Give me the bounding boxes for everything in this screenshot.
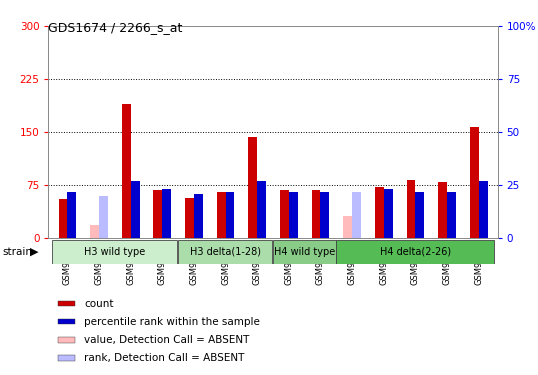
Bar: [438, 182, 447, 238]
Text: H3 wild type: H3 wild type: [84, 247, 145, 257]
Bar: [185, 198, 194, 238]
Bar: [153, 190, 162, 238]
Bar: [336, 240, 494, 264]
Bar: [321, 192, 329, 238]
Bar: [352, 192, 361, 238]
Bar: [479, 181, 487, 238]
Text: H4 wild type: H4 wild type: [274, 247, 335, 257]
Text: H3 delta(1-28): H3 delta(1-28): [190, 247, 261, 257]
Bar: [225, 192, 235, 238]
Bar: [375, 187, 384, 238]
Bar: [249, 137, 257, 238]
Bar: [257, 181, 266, 238]
Bar: [58, 319, 75, 324]
Bar: [58, 337, 75, 343]
Text: percentile rank within the sample: percentile rank within the sample: [84, 317, 260, 327]
Text: GDS1674 / 2266_s_at: GDS1674 / 2266_s_at: [48, 21, 183, 34]
Bar: [122, 104, 131, 238]
Text: H4 delta(2-26): H4 delta(2-26): [380, 247, 451, 257]
Bar: [58, 301, 75, 306]
Bar: [343, 216, 352, 238]
Bar: [162, 189, 171, 238]
Bar: [415, 192, 424, 238]
Text: count: count: [84, 298, 114, 309]
Bar: [273, 240, 336, 264]
Bar: [217, 192, 225, 238]
Bar: [407, 180, 415, 238]
Text: rank, Detection Call = ABSENT: rank, Detection Call = ABSENT: [84, 353, 244, 363]
Bar: [470, 127, 479, 238]
Bar: [178, 240, 272, 264]
Bar: [59, 199, 67, 238]
Bar: [58, 356, 75, 361]
Bar: [99, 196, 108, 238]
Bar: [194, 194, 203, 238]
Bar: [280, 190, 289, 238]
Text: value, Detection Call = ABSENT: value, Detection Call = ABSENT: [84, 335, 249, 345]
Bar: [312, 190, 321, 238]
Bar: [289, 192, 298, 238]
Bar: [67, 192, 76, 238]
Text: strain: strain: [3, 247, 33, 257]
Bar: [90, 225, 99, 238]
Bar: [447, 192, 456, 238]
Bar: [131, 181, 139, 238]
Bar: [52, 240, 178, 264]
Text: ▶: ▶: [30, 247, 38, 257]
Bar: [384, 189, 393, 238]
